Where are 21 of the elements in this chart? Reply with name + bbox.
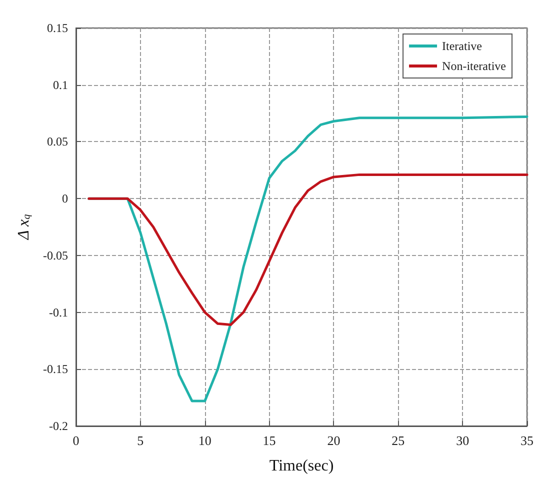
y-tick-label: 0.05 bbox=[47, 134, 68, 149]
y-tick-label: -0.2 bbox=[49, 419, 68, 433]
x-tick-label: 30 bbox=[456, 433, 470, 448]
x-tick-label: 25 bbox=[392, 433, 405, 448]
x-tick-label: 20 bbox=[327, 433, 340, 448]
x-tick-label: 10 bbox=[198, 433, 212, 448]
y-tick-label: -0.15 bbox=[43, 362, 68, 376]
x-tick-label: 15 bbox=[262, 433, 276, 448]
y-tick-label: -0.05 bbox=[43, 248, 68, 262]
y-tick-label: 0 bbox=[62, 192, 68, 206]
legend-label: Iterative bbox=[442, 39, 482, 53]
y-axis-title: Δ xq bbox=[16, 214, 32, 241]
x-axis-title: Time(sec) bbox=[269, 458, 334, 474]
line-series bbox=[88, 173, 528, 326]
legend-label: Non-iterative bbox=[442, 59, 506, 73]
x-tick-label: 35 bbox=[520, 433, 534, 448]
y-tick-label: -0.1 bbox=[49, 305, 68, 320]
y-tick-label: 0.1 bbox=[53, 78, 68, 92]
x-tick-label: 0 bbox=[72, 433, 80, 448]
y-tick-label: 0.15 bbox=[47, 21, 68, 35]
x-tick-label: 5 bbox=[137, 433, 144, 448]
